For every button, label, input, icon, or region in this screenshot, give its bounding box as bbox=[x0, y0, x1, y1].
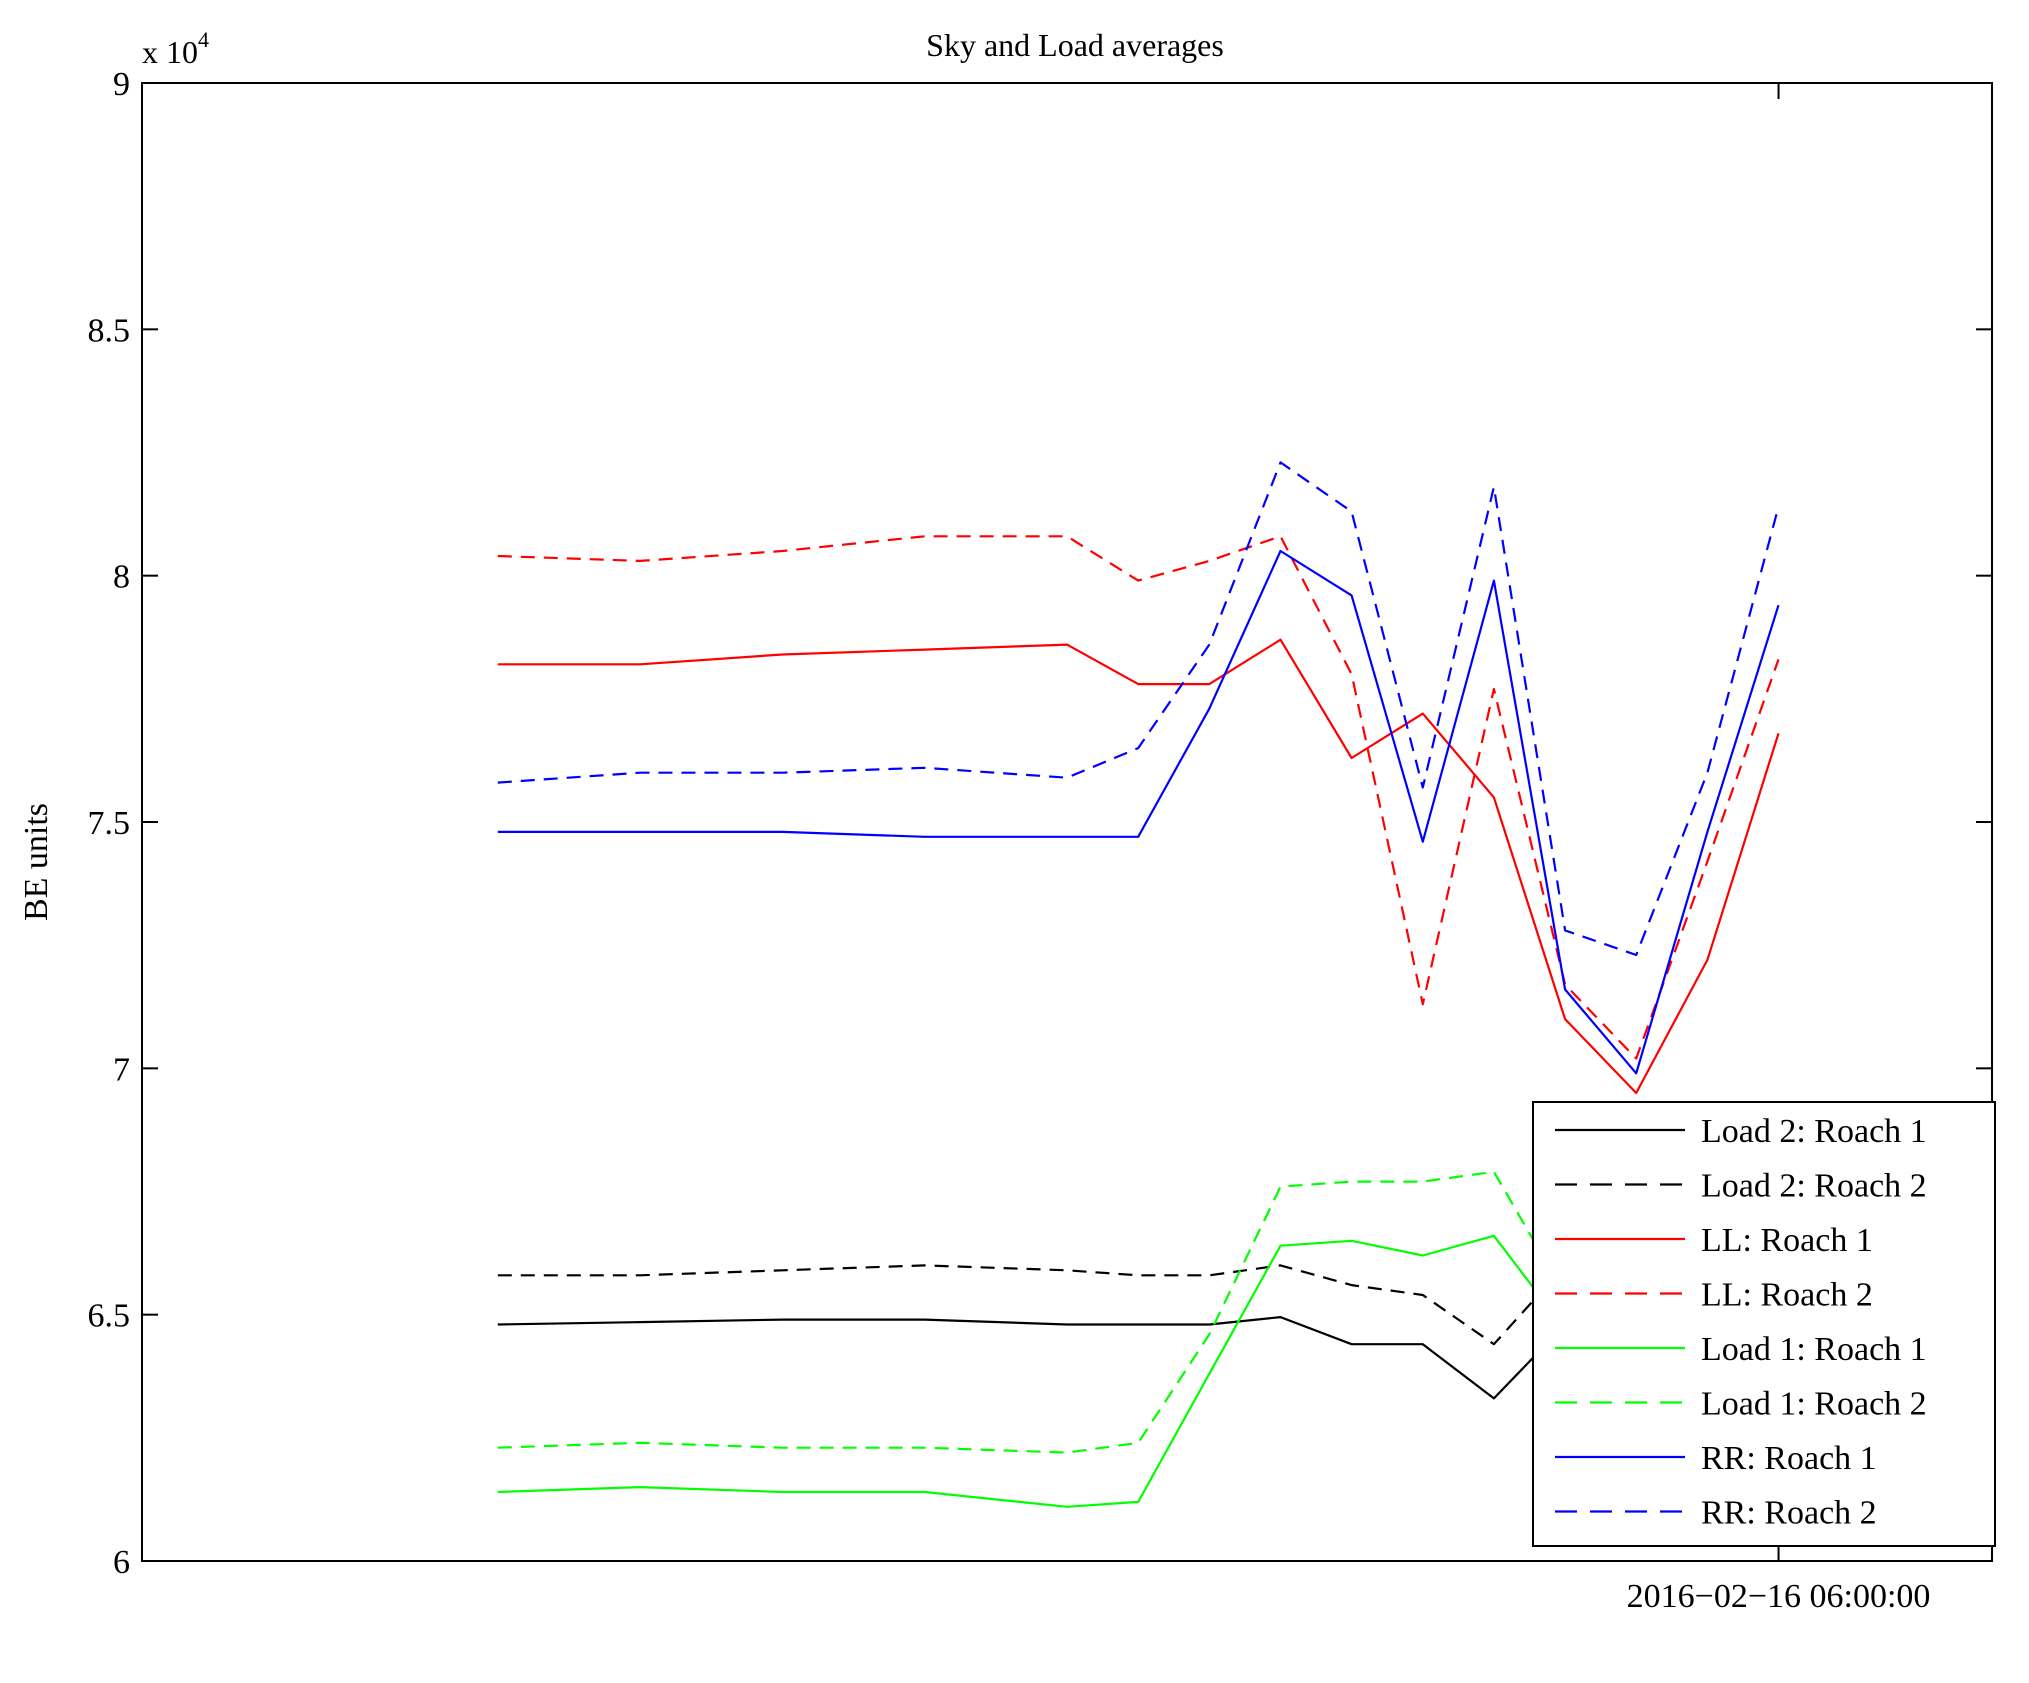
y-axis-label: BE units bbox=[18, 803, 55, 921]
svg-text:x 104: x 104 bbox=[142, 27, 209, 70]
y-axis-ticks: 6 6.5 7 7.5 8 8.5 9 bbox=[88, 66, 1992, 1581]
series-line-load-2-roach-2 bbox=[497, 1264, 1779, 1346]
y-tick-label: 8 bbox=[113, 559, 130, 596]
plot-frame bbox=[141, 82, 1993, 1562]
series-line-ll-roach-1 bbox=[497, 638, 1780, 1095]
legend: Load 2: Roach 1 Load 2: Roach 2 LL: Roach … bbox=[1532, 1101, 1996, 1547]
y-tick-label: 7 bbox=[113, 1051, 130, 1088]
series-line-ll-roach-2 bbox=[497, 535, 1780, 1060]
legend-label: Load 2: Roach 2 bbox=[1701, 1168, 1927, 1205]
legend-label: LL: Roach 2 bbox=[1701, 1277, 1873, 1314]
legend-label: RR: Roach 2 bbox=[1701, 1495, 1877, 1532]
x-axis-ticks: 2016−02−16 06:00:00 bbox=[1627, 83, 1931, 1615]
legend-label: LL: Roach 1 bbox=[1701, 1222, 1873, 1259]
x-tick-label: 2016−02−16 06:00:00 bbox=[1627, 1578, 1931, 1615]
series-line-rr-roach-2 bbox=[497, 461, 1780, 957]
legend-label: Load 2: Roach 1 bbox=[1701, 1113, 1927, 1150]
legend-label: Load 1: Roach 1 bbox=[1701, 1331, 1927, 1368]
y-tick-label: 6.5 bbox=[88, 1298, 131, 1335]
y-tick-label: 9 bbox=[113, 66, 130, 103]
legend-box bbox=[1532, 1101, 1996, 1547]
chart-title: Sky and Load averages bbox=[926, 27, 1224, 63]
series-line-rr-roach-1 bbox=[497, 549, 1780, 1075]
y-tick-label: 6 bbox=[113, 1544, 130, 1581]
legend-label: Load 1: Roach 2 bbox=[1701, 1386, 1927, 1423]
legend-label: RR: Roach 1 bbox=[1701, 1440, 1877, 1477]
y-multiplier-base: x 10 bbox=[142, 34, 198, 70]
y-multiplier: x 104 bbox=[142, 27, 209, 70]
y-tick-label: 8.5 bbox=[88, 312, 131, 349]
y-tick-label: 7.5 bbox=[88, 805, 131, 842]
y-multiplier-exponent: 4 bbox=[198, 27, 209, 52]
